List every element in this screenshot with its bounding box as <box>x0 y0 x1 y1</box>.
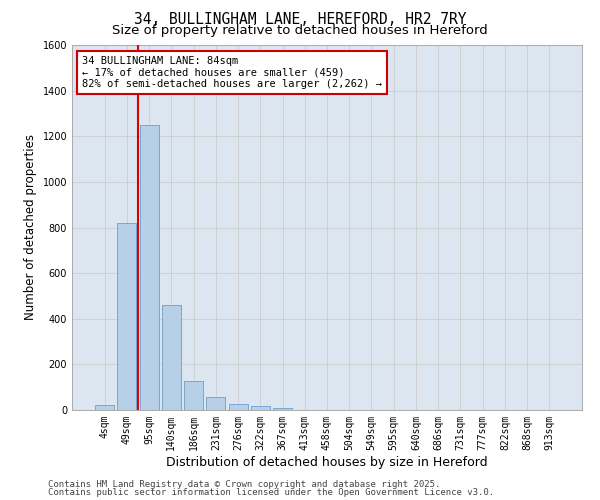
Text: 34 BULLINGHAM LANE: 84sqm
← 17% of detached houses are smaller (459)
82% of semi: 34 BULLINGHAM LANE: 84sqm ← 17% of detac… <box>82 56 382 89</box>
Text: Contains HM Land Registry data © Crown copyright and database right 2025.: Contains HM Land Registry data © Crown c… <box>48 480 440 489</box>
Bar <box>95 405 114 410</box>
Bar <box>162 305 181 410</box>
Bar <box>251 406 270 410</box>
Bar <box>140 125 158 410</box>
Bar <box>229 404 248 410</box>
Bar <box>118 223 136 410</box>
Bar <box>273 408 292 410</box>
Bar <box>184 382 203 410</box>
Y-axis label: Number of detached properties: Number of detached properties <box>24 134 37 320</box>
Bar <box>206 397 225 410</box>
Text: Size of property relative to detached houses in Hereford: Size of property relative to detached ho… <box>112 24 488 37</box>
Text: 34, BULLINGHAM LANE, HEREFORD, HR2 7RY: 34, BULLINGHAM LANE, HEREFORD, HR2 7RY <box>134 12 466 28</box>
X-axis label: Distribution of detached houses by size in Hereford: Distribution of detached houses by size … <box>166 456 488 468</box>
Text: Contains public sector information licensed under the Open Government Licence v3: Contains public sector information licen… <box>48 488 494 497</box>
